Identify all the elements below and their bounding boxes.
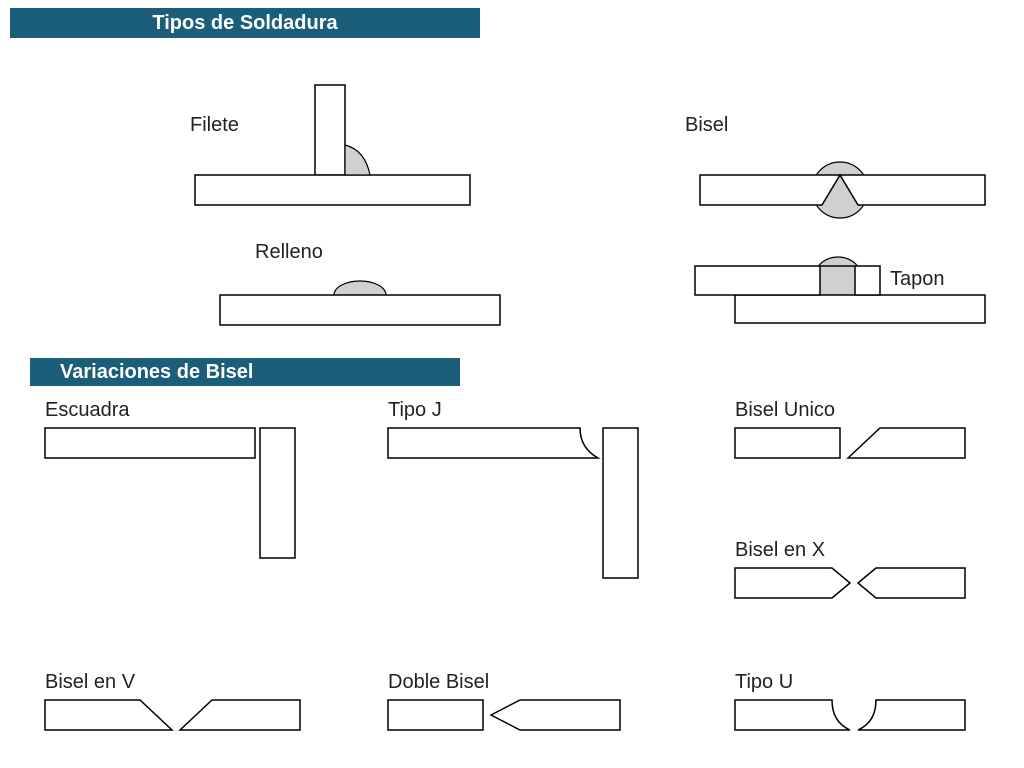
tapon-upper-left (695, 266, 820, 295)
bisel-right (840, 175, 985, 205)
label-bisel-unico: Bisel Unico (735, 399, 835, 421)
relleno-base (220, 295, 500, 325)
bunico-right (848, 428, 965, 458)
filete-weld (345, 145, 370, 175)
label-escuadra: Escuadra (45, 399, 130, 421)
tu-left (735, 700, 850, 730)
escuadra-h (45, 428, 255, 458)
filete-vertical (315, 85, 345, 175)
label-filete: Filete (190, 114, 239, 136)
bv-left (45, 700, 172, 730)
tipoj-v (603, 428, 638, 578)
bx-right (858, 568, 965, 598)
tapon-upper-right (855, 266, 880, 295)
label-tipo-u: Tipo U (735, 671, 793, 693)
label-doble-bisel: Doble Bisel (388, 671, 489, 693)
label-bisel-v: Bisel en V (45, 671, 136, 693)
filete-base (195, 175, 470, 205)
label-bisel: Bisel (685, 114, 728, 136)
bv-right (180, 700, 300, 730)
tapon-lower (735, 295, 985, 323)
bisel-left (700, 175, 840, 205)
label-relleno: Relleno (255, 241, 323, 263)
label-bisel-x: Bisel en X (735, 539, 825, 561)
db-left (388, 700, 483, 730)
tipoj-h (388, 428, 598, 458)
bunico-left (735, 428, 840, 458)
diagram-canvas: Filete Bisel Relleno Tapon Escuadra Tipo… (0, 0, 1024, 768)
tu-right (858, 700, 965, 730)
label-tipoj: Tipo J (388, 399, 442, 421)
escuadra-v (260, 428, 295, 558)
db-right (491, 700, 620, 730)
label-tapon: Tapon (890, 268, 945, 290)
bx-left (735, 568, 850, 598)
